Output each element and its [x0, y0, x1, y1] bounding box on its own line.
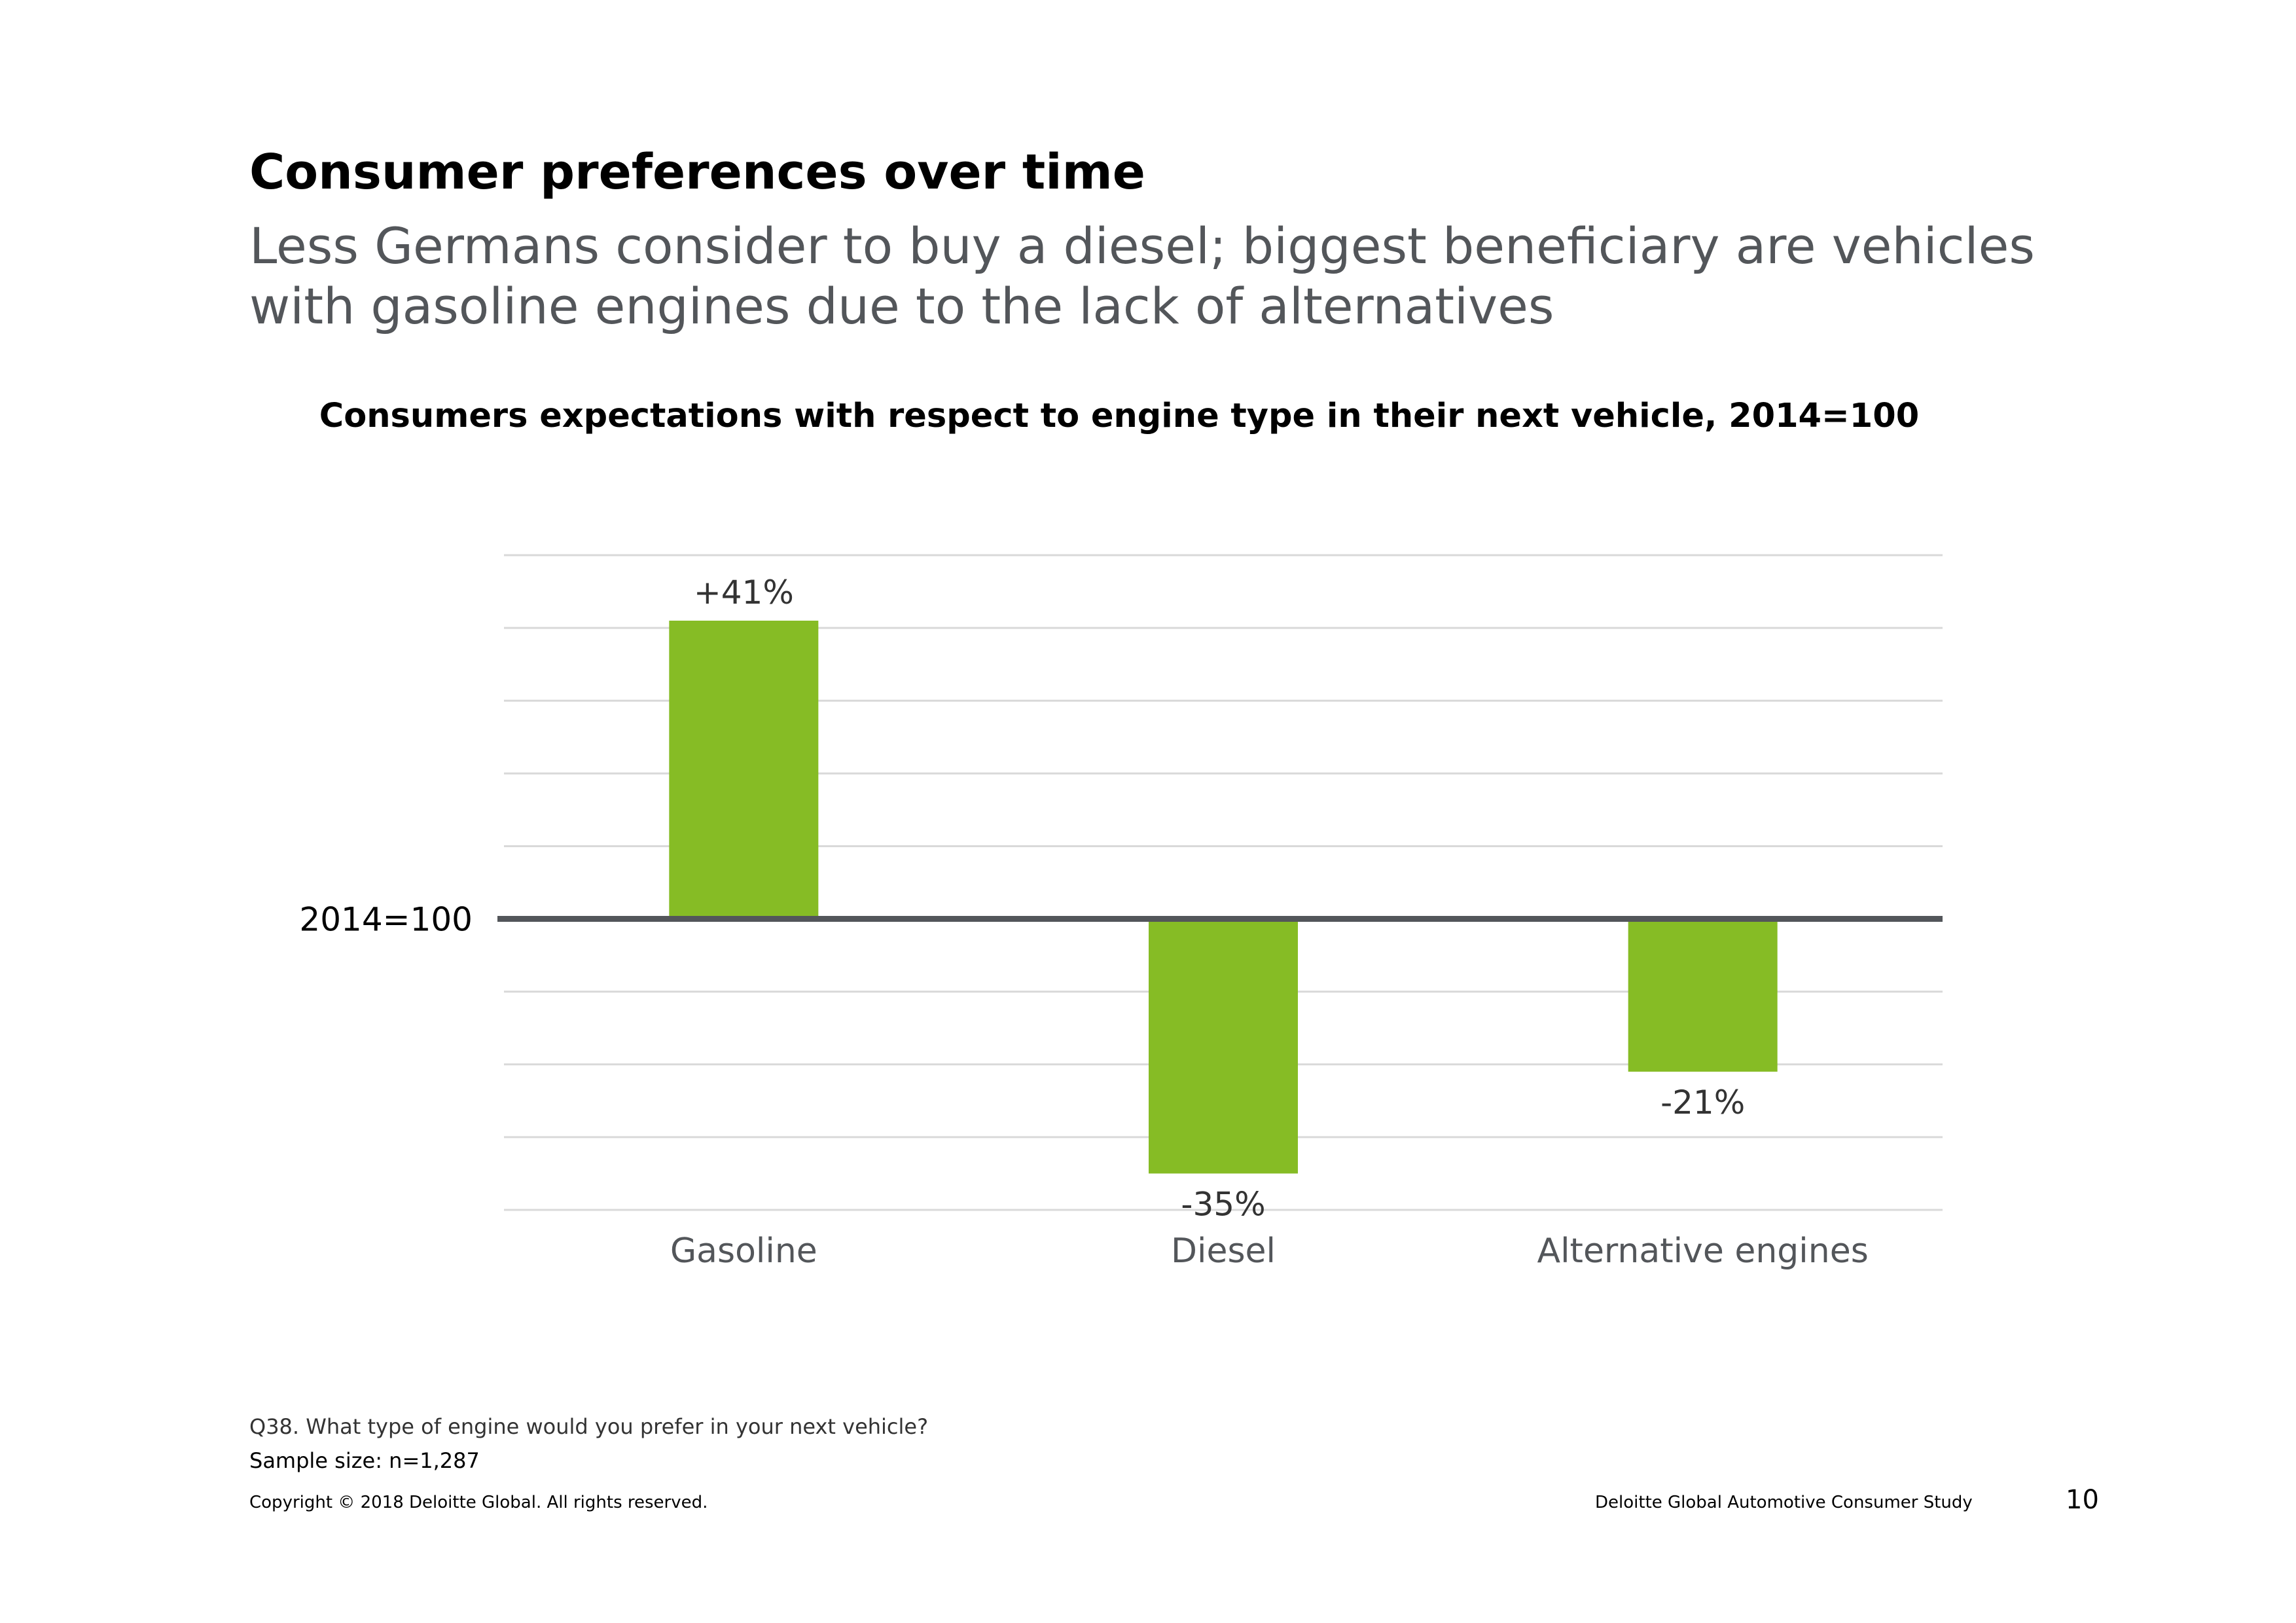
- copyright-notice: Copyright © 2018 Deloitte Global. All ri…: [249, 1493, 708, 1512]
- category-label: Diesel: [1171, 1231, 1276, 1271]
- category-label: Gasoline: [670, 1231, 817, 1271]
- page-subtitle: Less Germans consider to buy a diesel; b…: [249, 216, 2035, 337]
- category-label: Alternative engines: [1537, 1231, 1869, 1271]
- chart-title: Consumers expectations with respect to e…: [319, 397, 1920, 435]
- data-label: -35%: [1181, 1185, 1265, 1223]
- subtitle-line-1: Less Germans consider to buy a diesel; b…: [249, 217, 2035, 275]
- bar-alternative-engines: [1628, 919, 1778, 1072]
- page-number: 10: [2066, 1485, 2099, 1515]
- page-title: Consumer preferences over time: [249, 144, 1145, 200]
- study-name: Deloitte Global Automotive Consumer Stud…: [1595, 1493, 1973, 1512]
- subtitle-line-2: with gasoline engines due to the lack of…: [249, 277, 1554, 335]
- bar-gasoline: [669, 621, 819, 919]
- bar-diesel: [1149, 919, 1298, 1174]
- data-label: +41%: [694, 574, 794, 611]
- data-label: -21%: [1660, 1084, 1745, 1122]
- survey-question: Q38. What type of engine would you prefe…: [249, 1414, 929, 1439]
- baseline-label: 2014=100: [299, 901, 473, 939]
- sample-size: Sample size: n=1,287: [249, 1448, 480, 1473]
